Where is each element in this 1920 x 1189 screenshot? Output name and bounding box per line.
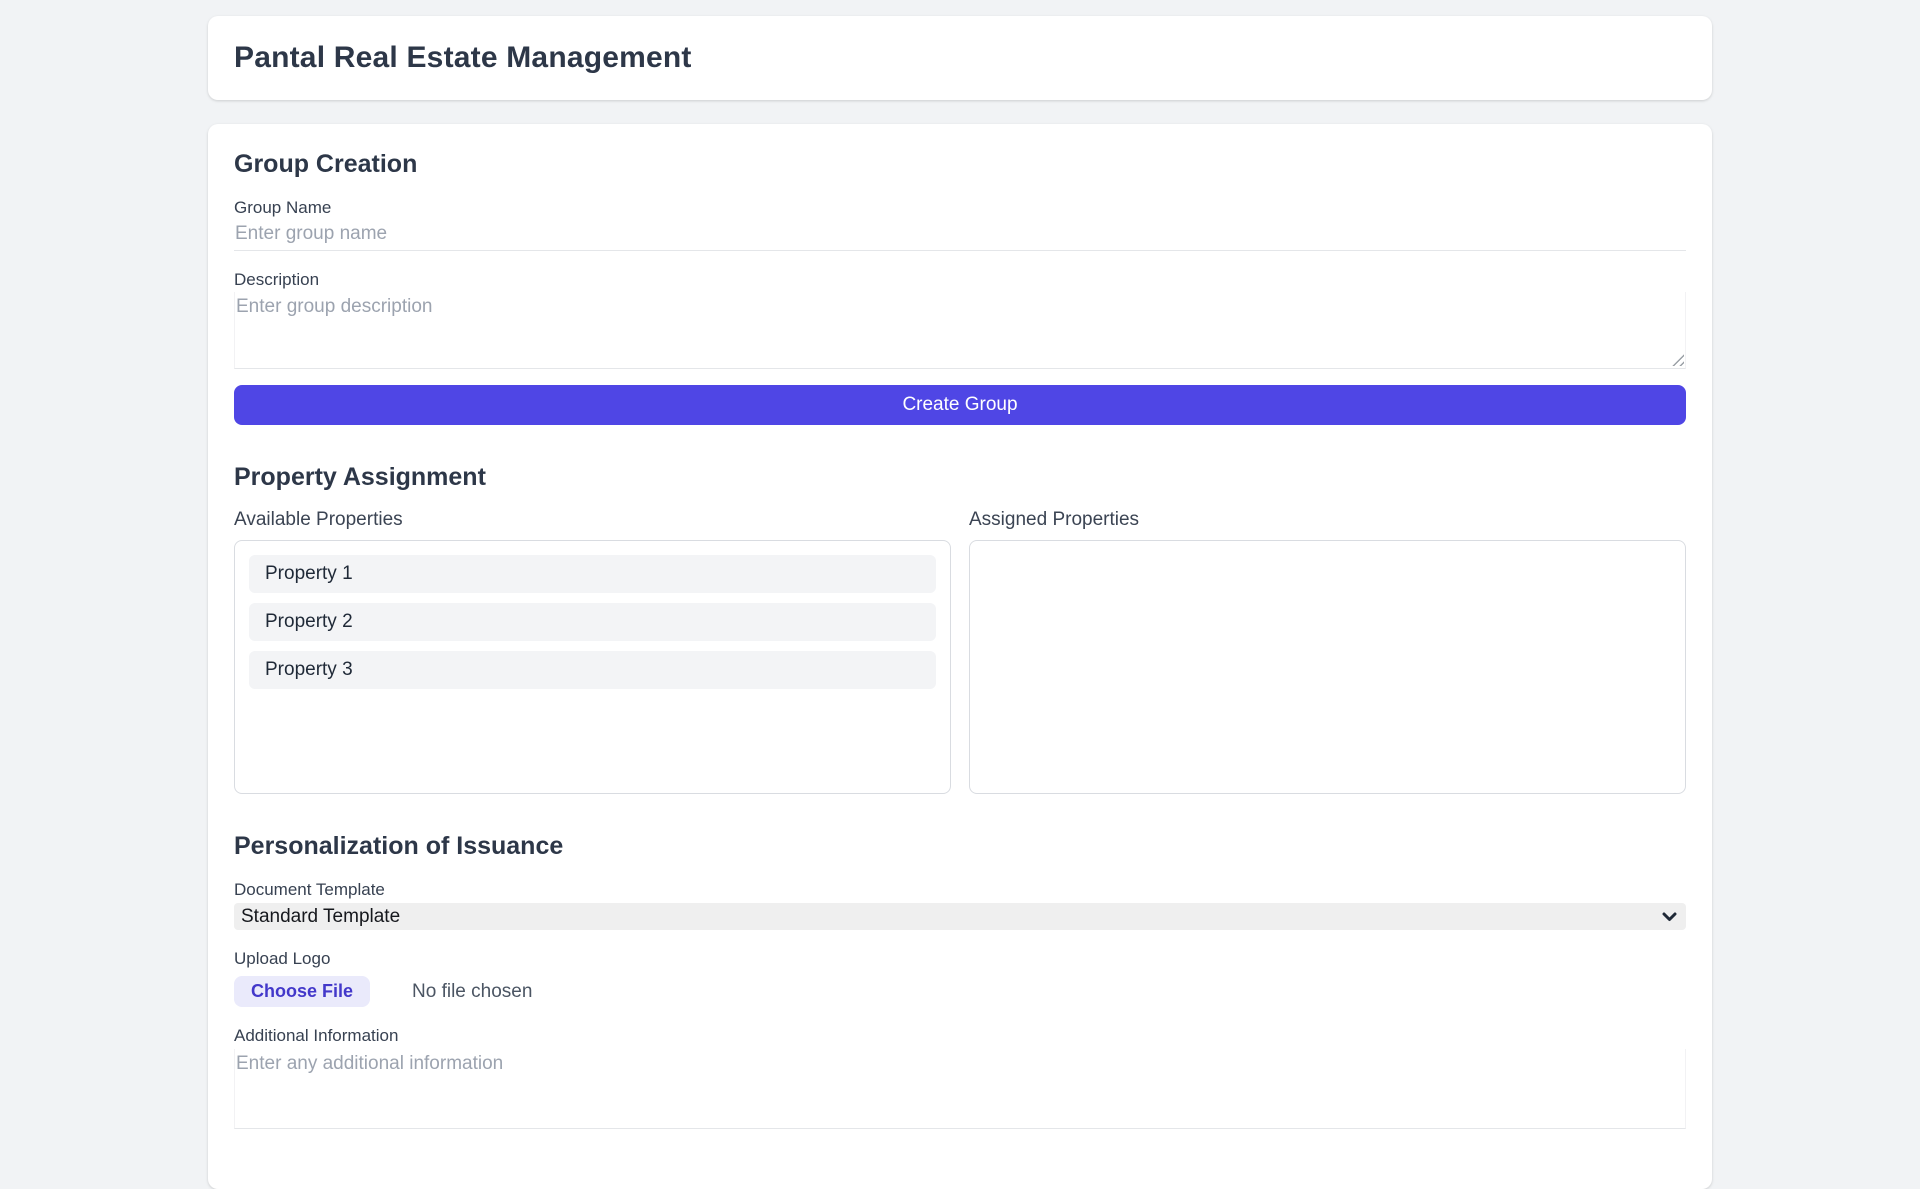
available-properties-list[interactable]: Property 1 Property 2 Property 3 — [234, 540, 951, 794]
description-textarea[interactable] — [234, 292, 1686, 369]
logo-file-input[interactable]: Choose File No file chosen — [234, 976, 1686, 1007]
main-card: Group Creation Group Name Description Cr… — [208, 124, 1712, 1189]
description-label: Description — [234, 270, 320, 289]
group-creation-section: Group Creation Group Name Description Cr… — [234, 150, 1686, 425]
additional-information-label: Additional Information — [234, 1026, 399, 1045]
property-list-item[interactable]: Property 3 — [249, 651, 936, 689]
property-list-item[interactable]: Property 1 — [249, 555, 936, 593]
header-card: Pantal Real Estate Management — [208, 16, 1712, 100]
property-assignment-section: Property Assignment Available Properties… — [234, 463, 1686, 794]
additional-information-textarea[interactable] — [234, 1049, 1686, 1129]
document-template-selected-value: Standard Template — [241, 905, 401, 927]
available-properties-column: Available Properties Property 1 Property … — [234, 509, 951, 794]
group-name-label: Group Name — [234, 198, 332, 217]
page-title: Pantal Real Estate Management — [234, 41, 692, 74]
available-properties-label: Available Properties — [234, 509, 403, 530]
chevron-down-icon — [1662, 912, 1677, 921]
upload-logo-label: Upload Logo — [234, 949, 331, 968]
personalization-heading: Personalization of Issuance — [234, 832, 564, 860]
group-name-input[interactable] — [234, 220, 1686, 251]
property-assignment-heading: Property Assignment — [234, 463, 486, 491]
assigned-properties-list[interactable] — [969, 540, 1686, 794]
document-template-select[interactable]: Standard Template — [234, 903, 1686, 930]
create-group-button[interactable]: Create Group — [234, 385, 1686, 425]
group-creation-heading: Group Creation — [234, 150, 418, 178]
description-textarea-wrap — [234, 292, 1686, 369]
choose-file-button[interactable]: Choose File — [234, 976, 371, 1007]
assigned-properties-label: Assigned Properties — [969, 509, 1140, 530]
property-columns: Available Properties Property 1 Property … — [234, 509, 1686, 794]
page-container: Pantal Real Estate Management Group Crea… — [208, 0, 1712, 1189]
assigned-properties-column: Assigned Properties — [969, 509, 1686, 794]
document-template-label: Document Template — [234, 880, 385, 899]
personalization-section: Personalization of Issuance Document Tem… — [234, 832, 1686, 1129]
file-status-text: No file chosen — [412, 980, 533, 1002]
property-list-item[interactable]: Property 2 — [249, 603, 936, 641]
